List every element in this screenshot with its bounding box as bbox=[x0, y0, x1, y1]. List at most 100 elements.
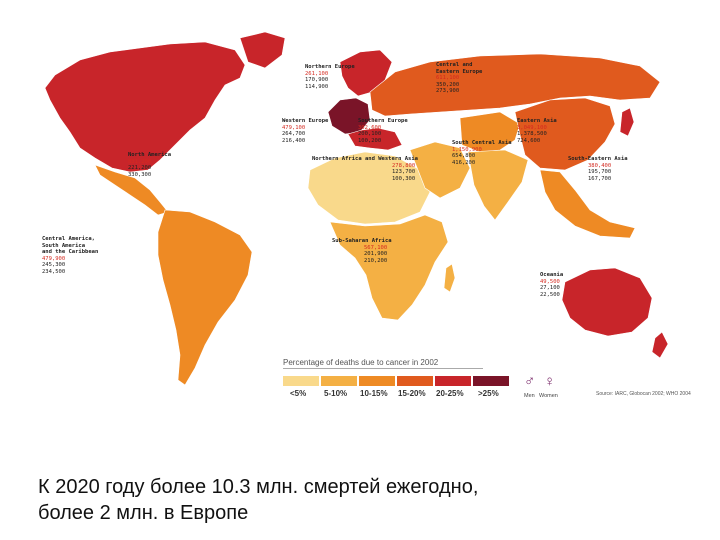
region-middle-east[interactable] bbox=[409, 141, 471, 199]
region-value-total: 479,900 bbox=[42, 255, 66, 262]
region-value-total: 831,200 bbox=[128, 158, 152, 165]
label-south-central-asia: South Central Asia 1,150,900 654,800 416… bbox=[452, 140, 512, 166]
legend-women-label: Women bbox=[539, 393, 558, 399]
slide-caption: К 2020 году более 10.3 млн. смертей ежег… bbox=[38, 474, 478, 526]
region-value-men: 170,900 bbox=[305, 77, 329, 83]
region-name: Western Europe bbox=[282, 118, 329, 124]
region-value-men: 1,378,500 bbox=[517, 131, 547, 137]
region-value-men: 654,800 bbox=[452, 153, 476, 159]
region-south-eastern-asia[interactable] bbox=[539, 169, 636, 239]
legend-label-gt25: >25% bbox=[478, 389, 499, 398]
region-north-america[interactable] bbox=[44, 41, 246, 173]
region-name: Oceania bbox=[540, 272, 564, 278]
region-western-europe[interactable] bbox=[327, 97, 371, 135]
region-name: Northern Europe bbox=[305, 64, 355, 70]
region-value-men: 245,300 bbox=[42, 262, 66, 268]
caption-line-2: более 2 млн. в Европе bbox=[38, 502, 249, 524]
region-value-men: 221,200 bbox=[128, 165, 152, 171]
region-name: Central America, bbox=[42, 236, 95, 242]
label-southern-europe: Southern Europe 302,600 200,100 100,200 bbox=[358, 118, 408, 144]
region-japan[interactable] bbox=[619, 107, 635, 137]
region-value-total: 3,049,100 bbox=[517, 124, 547, 131]
region-value-men: 27,100 bbox=[540, 285, 560, 291]
legend-swatch-20-25 bbox=[435, 376, 471, 386]
region-sub-saharan-africa[interactable] bbox=[329, 214, 449, 321]
region-value-total: 302,600 bbox=[358, 124, 382, 131]
region-south-america[interactable] bbox=[157, 209, 253, 386]
region-madagascar[interactable] bbox=[443, 263, 456, 293]
region-south-central-asia[interactable] bbox=[459, 111, 521, 153]
region-name: Central and bbox=[436, 62, 473, 68]
region-value-men: 195,700 bbox=[588, 169, 612, 175]
legend-label-15-20: 15-20% bbox=[398, 389, 426, 398]
region-value-women: 724,600 bbox=[517, 137, 541, 144]
legend-label-5-10: 5-10% bbox=[324, 389, 348, 398]
region-value-men: 201,900 bbox=[364, 251, 388, 257]
legend-swatch-15-20 bbox=[397, 376, 433, 386]
legend-swatch-lt5 bbox=[283, 376, 319, 386]
source-note: Source: IARC, Globocan 2002; WHO 2004 bbox=[596, 391, 691, 397]
region-north-africa[interactable] bbox=[307, 151, 431, 225]
region-value-total: 567,100 bbox=[364, 244, 388, 251]
region-value-total: 380,400 bbox=[588, 162, 612, 169]
region-value-total: 261,100 bbox=[305, 70, 329, 77]
region-eastern-asia[interactable] bbox=[514, 97, 616, 171]
region-oceania[interactable] bbox=[561, 267, 653, 337]
region-name: Northern Africa and Western Asia bbox=[312, 156, 418, 162]
region-name-2: Eastern Europe bbox=[436, 68, 483, 75]
region-name-2: South America bbox=[42, 242, 86, 249]
legend-men-label: Men bbox=[524, 393, 535, 399]
region-value-men: 200,100 bbox=[358, 131, 382, 137]
label-northern-europe: Northern Europe 261,100 170,900 114,900 bbox=[305, 64, 355, 90]
region-new-zealand[interactable] bbox=[651, 331, 669, 359]
legend-label-20-25: 20-25% bbox=[436, 389, 464, 398]
legend-swatch-10-15 bbox=[359, 376, 395, 386]
region-name: North America bbox=[128, 152, 172, 158]
label-oceania: Oceania 49,500 27,100 22,500 bbox=[540, 272, 563, 298]
region-name: South-Eastern Asia bbox=[568, 156, 628, 162]
label-north-africa-western-asia: Northern Africa and Western Asia 278,800… bbox=[312, 156, 418, 182]
region-value-women: 234,500 bbox=[42, 268, 66, 275]
region-central-eastern-europe[interactable] bbox=[369, 53, 661, 117]
region-value-women: 114,900 bbox=[305, 83, 329, 90]
region-south-asia[interactable] bbox=[467, 149, 529, 221]
region-value-women: 167,700 bbox=[588, 175, 612, 182]
region-name: Eastern Asia bbox=[517, 118, 557, 124]
region-value-women: 100,300 bbox=[392, 175, 416, 182]
region-name-3: and the Caribbean bbox=[42, 249, 99, 255]
legend: Percentage of deaths due to cancer in 20… bbox=[280, 358, 691, 406]
region-value-women: 330,300 bbox=[128, 171, 152, 178]
label-central-south-america: Central America, South America and the C… bbox=[42, 236, 98, 275]
caption-line-1: К 2020 году более 10.3 млн. смертей ежег… bbox=[38, 476, 479, 498]
label-central-eastern-europe: Central and Eastern Europe 611,100 350,2… bbox=[436, 62, 482, 95]
region-value-men: 264,700 bbox=[282, 131, 306, 137]
legend-swatch-gt25 bbox=[473, 376, 509, 386]
legend-title: Percentage of deaths due to cancer in 20… bbox=[283, 358, 439, 367]
region-value-total: 479,100 bbox=[282, 124, 306, 131]
region-southern-europe[interactable] bbox=[347, 127, 403, 151]
region-value-women: 273,900 bbox=[436, 88, 460, 94]
label-south-eastern-asia: South-Eastern Asia 380,400 195,700 167,7… bbox=[568, 156, 628, 182]
legend-divider bbox=[283, 368, 483, 369]
region-value-women: 210,200 bbox=[364, 257, 388, 264]
region-value-total: 278,800 bbox=[392, 162, 416, 169]
legend-swatch-5-10 bbox=[321, 376, 357, 386]
region-value-total: 611,100 bbox=[436, 75, 460, 81]
region-value-men: 123,700 bbox=[392, 169, 416, 175]
region-value-total: 1,150,900 bbox=[452, 146, 482, 153]
legend-label-lt5: <5% bbox=[290, 389, 307, 398]
region-greenland[interactable] bbox=[239, 31, 286, 69]
legend-label-10-15: 10-15% bbox=[360, 389, 388, 398]
label-sub-saharan-africa: Sub-Saharan Africa 567,100 201,900 210,2… bbox=[332, 238, 392, 264]
label-north-america: North America 831,200 221,200 330,300 bbox=[128, 152, 171, 178]
region-value-total: 49,500 bbox=[540, 278, 560, 285]
world-map bbox=[44, 31, 669, 386]
region-name: South Central Asia bbox=[452, 140, 512, 146]
label-western-europe: Western Europe 479,100 264,700 216,400 bbox=[282, 118, 328, 144]
man-icon: ♂ bbox=[524, 373, 536, 390]
label-eastern-asia: Eastern Asia 3,049,100 1,378,500 724,600 bbox=[517, 118, 557, 144]
region-central-america[interactable] bbox=[94, 164, 169, 216]
region-value-women: 100,200 bbox=[358, 137, 382, 144]
region-name: Southern Europe bbox=[358, 118, 408, 124]
region-value-women: 216,400 bbox=[282, 137, 306, 144]
